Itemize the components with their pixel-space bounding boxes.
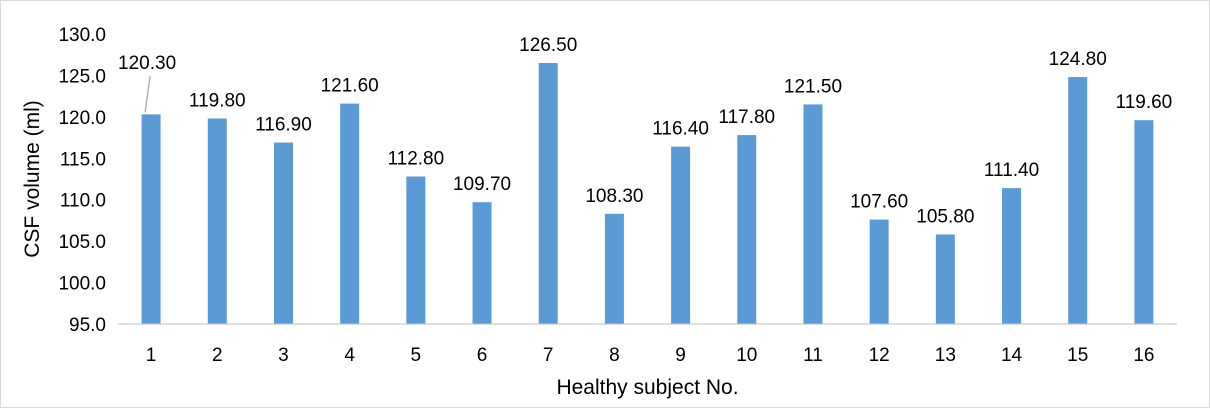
- x-tick-label: 15: [1067, 345, 1088, 366]
- y-tick-label: 110.0: [60, 191, 106, 212]
- bar: [273, 142, 293, 324]
- bar: [671, 146, 691, 324]
- bar: [1134, 120, 1154, 325]
- y-tick-label: 125.0: [58, 66, 106, 87]
- x-tick-label: 13: [935, 345, 956, 366]
- bar: [472, 202, 492, 324]
- data-label: 124.80: [1049, 49, 1107, 70]
- x-axis-title: Healthy subject No.: [556, 376, 738, 399]
- data-label: 126.50: [519, 35, 577, 56]
- bar: [604, 213, 624, 324]
- data-label: 109.70: [453, 174, 511, 195]
- data-label: 116.40: [652, 119, 709, 140]
- x-tick-label: 11: [803, 345, 823, 366]
- x-axis-ticks: 1 2 3 4 5 6 7 8 9 10 11 12 13 14 15 16: [146, 345, 1155, 366]
- x-tick-label: 12: [869, 345, 890, 366]
- bar: [340, 103, 360, 324]
- data-label: 108.30: [585, 186, 643, 207]
- x-tick-label: 5: [411, 345, 422, 366]
- y-tick-label: 130.0: [58, 25, 106, 46]
- data-label: 107.60: [850, 192, 908, 213]
- x-tick-label: 2: [212, 345, 223, 366]
- data-label: 116.90: [255, 115, 312, 136]
- data-label: 119.80: [189, 91, 246, 112]
- bars: [141, 63, 1154, 325]
- y-axis-ticks: 95.0 100.0 105.0 110.0 115.0 120.0 125.0 130.0: [58, 25, 106, 336]
- bar: [803, 104, 823, 324]
- x-tick-label: 14: [1001, 345, 1023, 366]
- bar: [935, 234, 955, 324]
- x-tick-label: 9: [675, 345, 686, 366]
- x-tick-label: 1: [146, 345, 157, 366]
- data-label-leader-line: [144, 75, 151, 113]
- data-label: 120.30: [118, 53, 176, 74]
- y-axis-title: CSF volume (ml): [21, 100, 44, 258]
- bar: [207, 118, 227, 324]
- x-tick-label: 3: [278, 345, 289, 366]
- bar: [141, 114, 161, 324]
- bar: [1068, 77, 1088, 324]
- bar: [538, 63, 558, 324]
- x-tick-label: 7: [543, 345, 554, 366]
- x-tick-label: 6: [477, 345, 488, 366]
- data-label: 121.60: [321, 76, 379, 97]
- bar: [737, 135, 757, 324]
- data-label: 105.80: [916, 207, 974, 228]
- y-tick-label: 100.0: [58, 274, 106, 295]
- data-labels: 120.30 119.80 116.90 121.60 112.80 109.70 126.…: [118, 35, 1172, 228]
- data-label: 121.50: [784, 76, 842, 97]
- y-tick-label: 115.0: [60, 149, 106, 170]
- x-tick-label: 4: [344, 345, 355, 366]
- x-tick-label: 10: [736, 345, 757, 366]
- data-label: 111.40: [984, 160, 1039, 181]
- data-label: 119.60: [1116, 92, 1173, 113]
- bar: [406, 176, 426, 324]
- x-tick-label: 16: [1133, 345, 1154, 366]
- x-tick-label: 8: [609, 345, 620, 366]
- y-tick-label: 105.0: [58, 232, 106, 253]
- data-label: 112.80: [387, 149, 444, 170]
- data-label: 117.80: [718, 107, 775, 128]
- y-tick-label: 120.0: [58, 108, 106, 129]
- y-tick-label: 95.0: [69, 315, 106, 336]
- bar: [1002, 188, 1022, 324]
- bar: [869, 219, 889, 324]
